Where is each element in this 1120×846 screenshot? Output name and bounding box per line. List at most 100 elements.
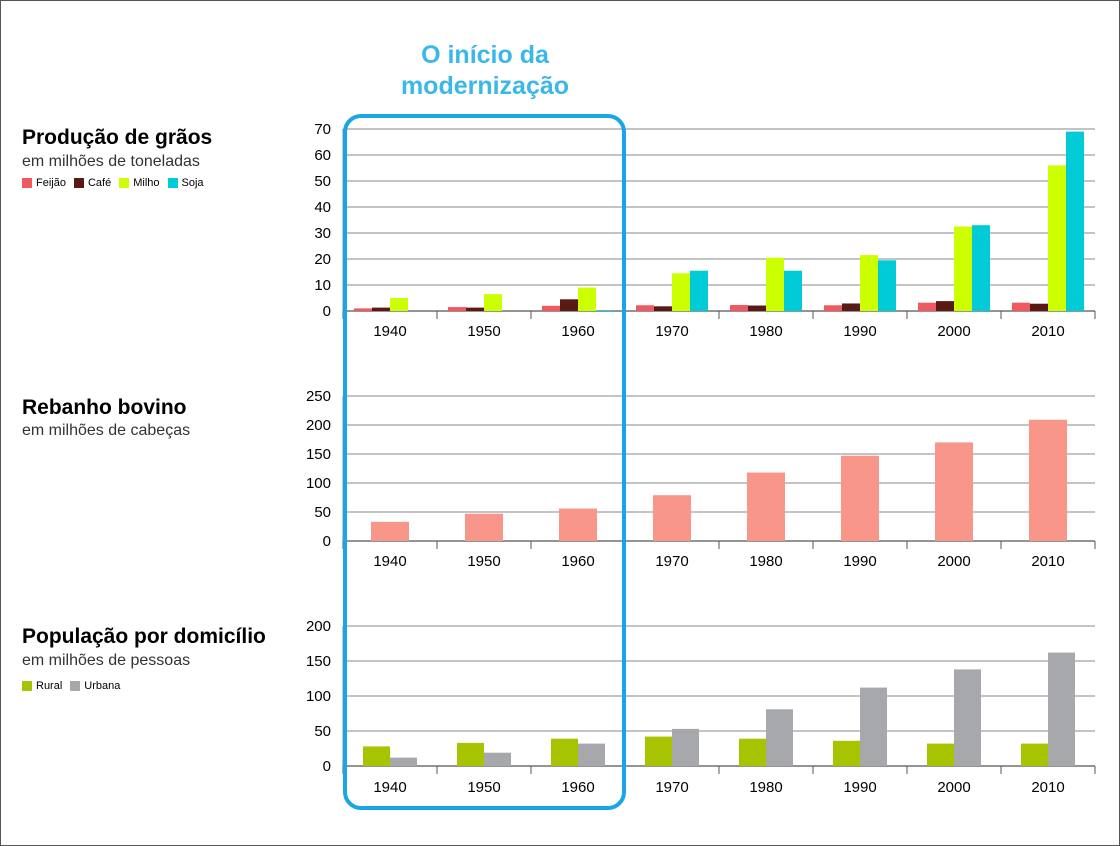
grain-x-tick-label: 1970 bbox=[655, 323, 688, 340]
population-x-tick-label: 2010 bbox=[1031, 779, 1064, 796]
legend-item-soja: Soja bbox=[167, 177, 204, 189]
legend-swatch-milho bbox=[119, 178, 130, 188]
grain-bar-feijao bbox=[448, 307, 466, 311]
population-bar-urbana bbox=[390, 757, 417, 766]
population-bar-urbana bbox=[1048, 652, 1075, 766]
cattle-x-tick-label: 1970 bbox=[655, 553, 688, 570]
grain-bar-feijao bbox=[824, 305, 842, 311]
legend-item-rural: Rural bbox=[22, 680, 62, 692]
population-x-tick-label: 1960 bbox=[561, 779, 594, 796]
legend-item-cafe: Café bbox=[73, 177, 112, 189]
grain-x-tick-label: 1990 bbox=[843, 323, 876, 340]
grain-bar-soja bbox=[784, 270, 802, 311]
population-y-tick-label: 200 bbox=[306, 618, 331, 635]
grain-bar-cafe bbox=[936, 301, 954, 311]
population-bar-urbana bbox=[860, 687, 887, 766]
grain-y-tick-label: 60 bbox=[314, 147, 331, 164]
population-bar-rural bbox=[1021, 743, 1048, 766]
grain-bar-feijao bbox=[636, 305, 654, 311]
headline: O início da modernização bbox=[400, 41, 570, 100]
grain-bar-feijao bbox=[730, 305, 748, 311]
legend-swatch-urbana bbox=[70, 681, 81, 691]
legend-label-milho: Milho bbox=[133, 177, 160, 189]
cattle-y-tick-label: 250 bbox=[306, 388, 331, 405]
grain-bar-soja bbox=[596, 310, 614, 311]
legend-swatch-soja bbox=[167, 178, 178, 188]
legend-label-urbana: Urbana bbox=[84, 680, 121, 692]
grain-bar-feijao bbox=[1012, 302, 1030, 311]
grain-bar-soja bbox=[690, 270, 708, 311]
population-x-tick-label: 2000 bbox=[937, 779, 970, 796]
grain-y-tick-label: 20 bbox=[314, 251, 331, 268]
grain-x-tick-label: 1950 bbox=[467, 323, 500, 340]
population-y-tick-label: 50 bbox=[314, 723, 331, 740]
cattle-y-tick-label: 150 bbox=[306, 446, 331, 463]
cattle-bar-value bbox=[559, 508, 597, 541]
population-legend: Rural Urbana bbox=[22, 680, 128, 692]
population-bar-rural bbox=[927, 743, 954, 766]
population-bar-urbana bbox=[766, 709, 793, 766]
grain-bar-cafe bbox=[466, 307, 484, 311]
cattle-x-tick-label: 1980 bbox=[749, 553, 782, 570]
cattle-chart: 0 50 100 150 200 250 1940 1950 1960 1970 1980 1990 2… bbox=[306, 388, 1096, 570]
population-x-tick-label: 1970 bbox=[655, 779, 688, 796]
legend-item-urbana: Urbana bbox=[70, 680, 120, 692]
grain-bar-cafe bbox=[748, 305, 766, 311]
grain-chart: 0 10 20 30 40 50 60 70 1940 1950 1960 1970 1980 1990 2… bbox=[314, 121, 1096, 340]
grain-bar-milho bbox=[484, 294, 502, 311]
population-bar-urbana bbox=[672, 728, 699, 766]
population-bar-rural bbox=[457, 742, 484, 766]
legend-swatch-feijao bbox=[22, 178, 32, 188]
cattle-x-tick-label: 2000 bbox=[937, 553, 970, 570]
cattle-chart-subtitle: em milhões de cabeças bbox=[22, 422, 191, 439]
population-y-tick-label: 100 bbox=[306, 688, 331, 705]
population-chart-title: População por domicílio bbox=[22, 625, 266, 648]
grain-bar-cafe bbox=[654, 306, 672, 311]
cattle-x-tick-label: 1960 bbox=[561, 553, 594, 570]
grain-bar-milho bbox=[390, 298, 408, 311]
grain-y-tick-label: 10 bbox=[314, 277, 331, 294]
population-x-tick-label: 1950 bbox=[467, 779, 500, 796]
grain-bar-cafe bbox=[372, 307, 390, 311]
grain-x-tick-label: 1960 bbox=[561, 323, 594, 340]
modernization-highlight-box bbox=[343, 114, 626, 810]
grain-bar-soja bbox=[878, 260, 896, 311]
legend-label-soja: Soja bbox=[181, 177, 204, 189]
legend-item-milho: Milho bbox=[119, 177, 160, 189]
legend-label-rural: Rural bbox=[36, 680, 63, 692]
cattle-chart-title: Rebanho bovino bbox=[22, 396, 187, 419]
grain-bar-cafe bbox=[1030, 303, 1048, 311]
grain-y-tick-label: 70 bbox=[314, 121, 331, 138]
cattle-bar-value bbox=[935, 442, 973, 541]
grain-y-tick-label: 40 bbox=[314, 199, 331, 216]
grain-chart-subtitle: em milhões de toneladas bbox=[22, 153, 200, 170]
legend-label-cafe: Café bbox=[87, 177, 112, 189]
cattle-y-tick-label: 0 bbox=[323, 533, 331, 550]
population-x-tick-label: 1980 bbox=[749, 779, 782, 796]
cattle-y-tick-label: 200 bbox=[306, 417, 331, 434]
population-y-tick-label: 150 bbox=[306, 653, 331, 670]
population-bar-urbana bbox=[578, 743, 605, 766]
grain-bar-soja bbox=[1066, 131, 1084, 311]
grain-legend: Feijão Café Milho Soja bbox=[22, 177, 212, 189]
cattle-bar-value bbox=[465, 513, 503, 541]
cattle-bar-value bbox=[371, 521, 409, 541]
legend-swatch-cafe bbox=[73, 178, 84, 188]
population-bar-urbana bbox=[954, 669, 981, 766]
population-bar-rural bbox=[833, 740, 860, 766]
grain-bar-feijao bbox=[542, 305, 560, 311]
population-y-tick-label: 0 bbox=[323, 758, 331, 775]
legend-label-feijao: Feijão bbox=[36, 177, 66, 189]
grain-chart-title: Produção de grãos bbox=[22, 126, 213, 149]
grain-bar-soja bbox=[972, 225, 990, 311]
population-bar-rural bbox=[645, 736, 672, 766]
population-bar-rural bbox=[551, 738, 578, 766]
cattle-bar-value bbox=[747, 472, 785, 541]
grain-x-tick-label: 2010 bbox=[1031, 323, 1064, 340]
cattle-y-tick-label: 50 bbox=[314, 504, 331, 521]
cattle-bar-value bbox=[841, 455, 879, 541]
grain-y-tick-label: 0 bbox=[323, 303, 331, 320]
cattle-x-tick-label: 1950 bbox=[467, 553, 500, 570]
population-bar-rural bbox=[739, 738, 766, 766]
grain-bar-cafe bbox=[560, 299, 578, 311]
